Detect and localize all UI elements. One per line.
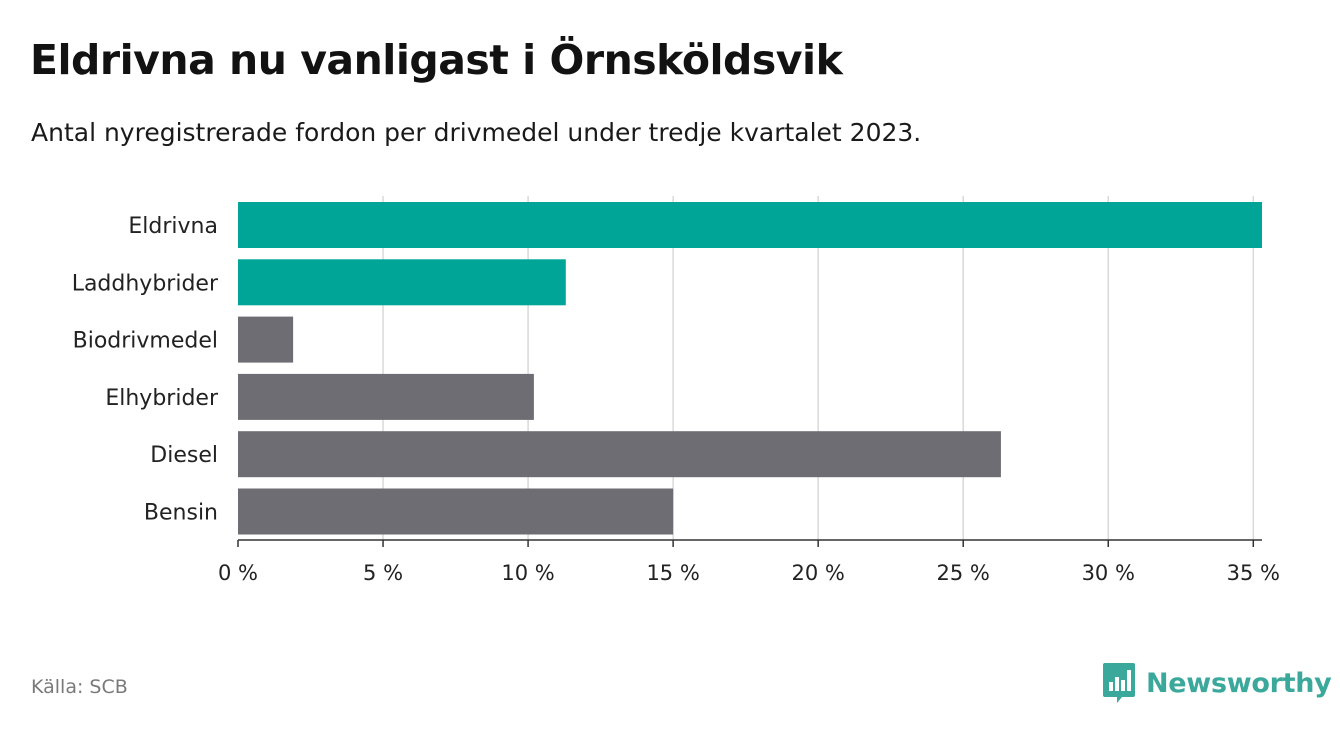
bar-chart: 0 % 5 % 10 % 15 % 20 % 25 % 30 % 35 % Eldrivna L…: [72, 196, 1280, 585]
chart-title: Eldrivna nu vanligast i Örnsköldsvik: [30, 36, 843, 84]
category-labels: Eldrivna Laddhybrider Biodrivmedel Elhybrid…: [72, 214, 219, 526]
source-note: Källa: SCB: [31, 676, 128, 698]
bar-biodrivmedel: [238, 316, 294, 363]
category-label: Diesel: [150, 443, 218, 468]
bar-laddhybrider: [238, 259, 566, 306]
category-label: Elhybrider: [105, 386, 219, 411]
category-label: Eldrivna: [128, 214, 218, 239]
bar-bensin: [238, 488, 674, 535]
x-axis: 0 % 5 % 10 % 15 % 20 % 25 % 30 % 35 %: [218, 539, 1280, 585]
brand-name: Newsworthy: [1146, 667, 1332, 699]
x-tick-label: 15 %: [646, 561, 699, 585]
brand-logo: Newsworthy: [1102, 662, 1332, 704]
category-label: Biodrivmedel: [73, 329, 218, 354]
category-label: Bensin: [144, 501, 218, 526]
x-tick-label: 10 %: [501, 561, 554, 585]
bars: [238, 202, 1262, 535]
x-tick-label: 30 %: [1082, 561, 1135, 585]
x-tick-label: 25 %: [937, 561, 990, 585]
bar-eldrivna: [238, 202, 1262, 248]
category-label: Laddhybrider: [72, 271, 219, 296]
chart-subtitle: Antal nyregistrerade fordon per drivmede…: [31, 118, 922, 147]
bar-diesel: [238, 431, 1001, 478]
x-tick-label: 35 %: [1227, 561, 1280, 585]
x-tick-label: 0 %: [218, 561, 258, 585]
x-tick-label: 20 %: [791, 561, 844, 585]
x-tick-label: 5 %: [363, 561, 403, 585]
bar-elhybrider: [238, 373, 534, 420]
gridlines: [382, 196, 1255, 540]
bar-chart-logo-icon: [1103, 663, 1135, 703]
